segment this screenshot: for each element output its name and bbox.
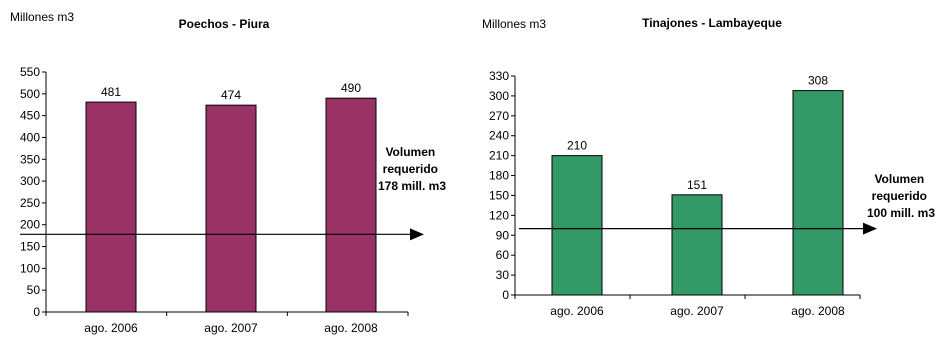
- y-tick-label: 0: [502, 288, 509, 302]
- y-tick-label: 0: [33, 305, 40, 319]
- bar-ago-2007: [671, 194, 723, 296]
- reference-arrow: [410, 228, 424, 241]
- bar-ago-2006: [85, 101, 137, 313]
- bars: [551, 90, 844, 296]
- x-axis-categories: ago. 2006 ago. 2007 ago. 2008: [45, 312, 409, 335]
- y-tick-label: 210: [489, 149, 509, 163]
- data-label: 481: [101, 85, 121, 99]
- y-tick-label: 300: [489, 89, 509, 103]
- y-tick-label: 500: [20, 87, 40, 101]
- data-label: 210: [567, 139, 587, 153]
- data-labels: 210 151 308: [567, 74, 828, 192]
- y-tick-label: 150: [20, 240, 40, 254]
- y-tick-label: 240: [489, 129, 509, 143]
- y-tick-label: 120: [489, 208, 509, 222]
- data-labels: 481 474 490: [101, 81, 361, 102]
- y-tick-label: 300: [20, 174, 40, 188]
- y-tick-label: 30: [496, 268, 510, 282]
- y-tick-label: 550: [20, 65, 40, 79]
- reference-label: Volumen requerido 178 mill. m3: [378, 145, 446, 193]
- data-label: 490: [341, 81, 361, 95]
- x-category-label: ago. 2007: [670, 304, 724, 318]
- reference-label-line-1: Volumen: [874, 172, 924, 186]
- y-tick-label: 50: [27, 283, 41, 297]
- chart-poechos-piura: Millones m3 Poechos - Piura 0 50 100 150 200…: [10, 10, 446, 335]
- x-category-label: ago. 2008: [791, 304, 845, 318]
- y-tick-label: 350: [20, 152, 40, 166]
- y-tick-label: 150: [489, 188, 509, 202]
- y-tick-label: 400: [20, 130, 40, 144]
- data-label: 151: [687, 178, 707, 192]
- y-axis-ticks: 0 30 60 90 120 150 180 210 240 270 300 330: [489, 69, 515, 302]
- y-tick-label: 180: [489, 169, 509, 183]
- y-tick-label: 270: [489, 109, 509, 123]
- reference-label-line-2: requerido: [872, 189, 927, 203]
- y-unit-label: Millones m3: [10, 10, 74, 24]
- bar-ago-2008: [792, 90, 844, 296]
- chart-tinajones-lambayeque: Millones m3 Tinajones - Lambayeque 0 30 60…: [482, 16, 935, 318]
- chart-title: Poechos - Piura: [179, 17, 270, 31]
- bar-ago-2006: [551, 155, 603, 296]
- bar-ago-2008: [325, 97, 377, 313]
- y-tick-label: 200: [20, 218, 40, 232]
- bars: [85, 97, 377, 313]
- y-tick-label: 60: [496, 248, 510, 262]
- y-axis-ticks: 0 50 100 150 200 250 300 350 400 450 500 550: [20, 65, 46, 319]
- y-tick-label: 90: [496, 228, 510, 242]
- y-unit-label: Millones m3: [482, 17, 546, 31]
- data-label: 308: [808, 74, 828, 88]
- y-tick-label: 450: [20, 109, 40, 123]
- data-label: 474: [221, 88, 241, 102]
- bar-ago-2007: [205, 104, 257, 313]
- y-tick-label: 250: [20, 196, 40, 210]
- y-tick-label: 330: [489, 69, 509, 83]
- x-category-label: ago. 2008: [324, 321, 378, 335]
- x-axis-categories: ago. 2006 ago. 2007 ago. 2008: [514, 295, 861, 318]
- reference-label: Volumen requerido 100 mill. m3: [867, 172, 935, 220]
- chart-title: Tinajones - Lambayeque: [642, 16, 782, 30]
- reference-label-line-1: Volumen: [385, 145, 435, 159]
- reference-label-line-2: requerido: [383, 162, 438, 176]
- reference-arrow: [863, 222, 877, 235]
- y-tick-label: 100: [20, 261, 40, 275]
- x-category-label: ago. 2006: [84, 321, 138, 335]
- x-category-label: ago. 2006: [550, 304, 604, 318]
- reference-label-line-3: 178 mill. m3: [378, 179, 446, 193]
- x-category-label: ago. 2007: [204, 321, 258, 335]
- reference-label-line-3: 100 mill. m3: [867, 206, 935, 220]
